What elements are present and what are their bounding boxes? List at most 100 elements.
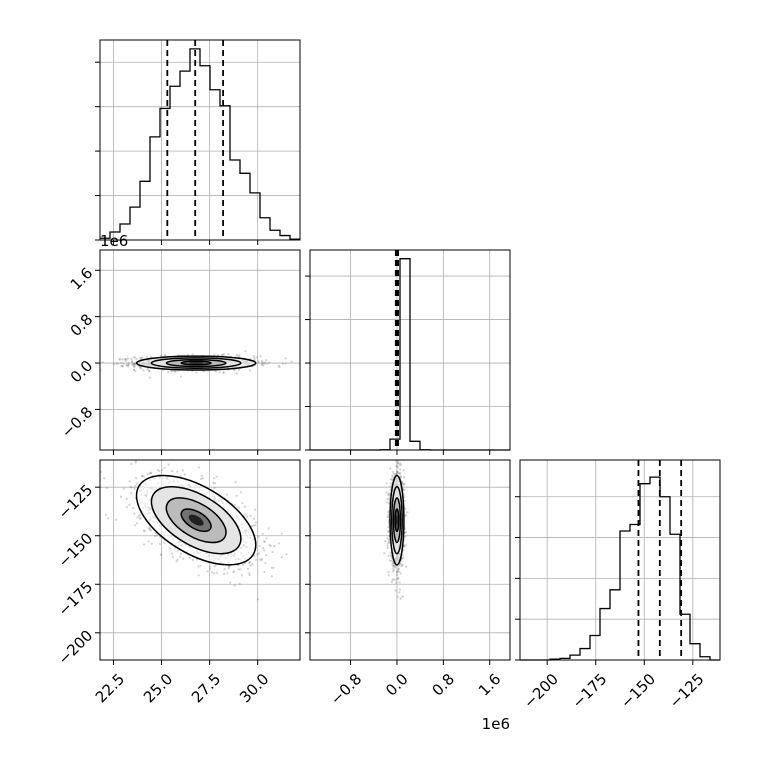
scatter-point	[218, 371, 221, 374]
scatter-point	[158, 469, 161, 473]
scatter-point	[271, 550, 274, 554]
scatter-point	[261, 362, 264, 365]
scatter-point	[237, 568, 240, 571]
scatter-point	[235, 372, 238, 375]
scatter-point	[395, 471, 398, 474]
scatter-point	[399, 472, 402, 475]
contour-line	[165, 358, 227, 368]
density-layer	[75, 350, 293, 379]
scatter-point	[261, 360, 264, 364]
scatter-point	[115, 362, 118, 365]
scatter-point	[118, 358, 121, 361]
scatter-point	[391, 470, 394, 474]
scatter-point	[120, 361, 123, 364]
scatter-point	[251, 563, 254, 566]
scatter-point	[248, 574, 251, 577]
scatter-point	[135, 522, 139, 525]
scatter-point	[396, 595, 399, 598]
scatter-point	[391, 474, 394, 477]
contour-line	[135, 355, 257, 371]
scatter-point	[388, 502, 391, 505]
scatter-point	[148, 369, 151, 372]
scatter-point	[150, 355, 153, 359]
scatter-point	[268, 544, 271, 547]
scatter-point	[388, 538, 391, 541]
scatter-point	[75, 360, 77, 362]
scatter-point	[386, 537, 389, 540]
scatter-point	[132, 365, 136, 368]
scatter-point	[387, 540, 390, 543]
scatter-point	[133, 487, 136, 490]
scatter-point	[220, 354, 223, 357]
x-tick-label: −150	[617, 670, 659, 712]
scatter-point	[402, 548, 405, 551]
scatter-point	[277, 542, 280, 545]
density-panel-1-3	[95, 455, 301, 665]
scatter-point	[148, 370, 151, 373]
scatter-point	[134, 461, 137, 464]
scatter-point	[147, 540, 150, 543]
scatter-point	[208, 567, 211, 570]
scatter-point	[133, 368, 136, 371]
histogram-panel-1	[95, 39, 301, 245]
scatter-point	[132, 363, 135, 366]
scatter-point	[222, 371, 225, 374]
scatter-point	[280, 532, 283, 535]
scatter-point	[135, 476, 138, 480]
scatter-point	[389, 478, 393, 481]
scatter-point	[260, 557, 263, 560]
scatter-point	[241, 502, 244, 505]
scatter-point	[133, 362, 136, 365]
contour-line	[150, 357, 242, 370]
scatter-point	[122, 487, 125, 490]
scatter-point	[398, 468, 402, 471]
scatter-point	[163, 541, 166, 544]
y-tick-label: −200	[55, 626, 97, 668]
scatter-point	[135, 358, 138, 361]
y-tick-label: −175	[55, 578, 97, 620]
scatter-point	[396, 570, 399, 573]
scatter-point	[239, 491, 243, 494]
scatter-point	[226, 572, 229, 575]
contour-line	[389, 474, 405, 566]
scatter-point	[170, 552, 174, 555]
scatter-point	[252, 355, 255, 358]
scatter-point	[161, 469, 164, 472]
histogram-step-line	[520, 476, 720, 661]
scatter-point	[256, 598, 260, 601]
scatter-point	[167, 370, 170, 373]
scatter-point	[123, 358, 126, 361]
scatter-point	[392, 472, 396, 475]
scatter-point	[124, 359, 127, 362]
scatter-point	[396, 461, 399, 464]
scatter-point	[269, 544, 272, 547]
x-tick-label: 22.5	[92, 670, 128, 706]
scatter-point	[213, 482, 216, 485]
scatter-point	[260, 363, 263, 366]
scatter-point	[403, 482, 406, 485]
scatter-point	[142, 369, 145, 372]
scatter-point	[398, 588, 402, 591]
scatter-point	[261, 532, 264, 535]
scatter-point	[225, 493, 228, 496]
scatter-point	[390, 580, 394, 583]
scatter-point	[387, 554, 390, 557]
scatter-point	[242, 563, 245, 567]
y-offset-label: 1e6	[100, 232, 128, 250]
scatter-point	[263, 362, 266, 365]
scatter-point	[222, 371, 225, 375]
scatter-point	[402, 468, 405, 472]
scatter-point	[406, 511, 409, 514]
scatter-point	[171, 555, 175, 558]
scatter-point	[257, 552, 260, 555]
scatter-point	[397, 577, 400, 580]
histogram-step-line	[310, 258, 510, 451]
scatter-point	[148, 526, 151, 529]
scatter-point	[387, 542, 390, 545]
scatter-point	[393, 578, 396, 581]
scatter-point	[121, 358, 124, 361]
scatter-point	[260, 359, 264, 362]
scatter-point	[148, 455, 150, 457]
scatter-point	[388, 559, 392, 562]
scatter-point	[254, 524, 257, 527]
